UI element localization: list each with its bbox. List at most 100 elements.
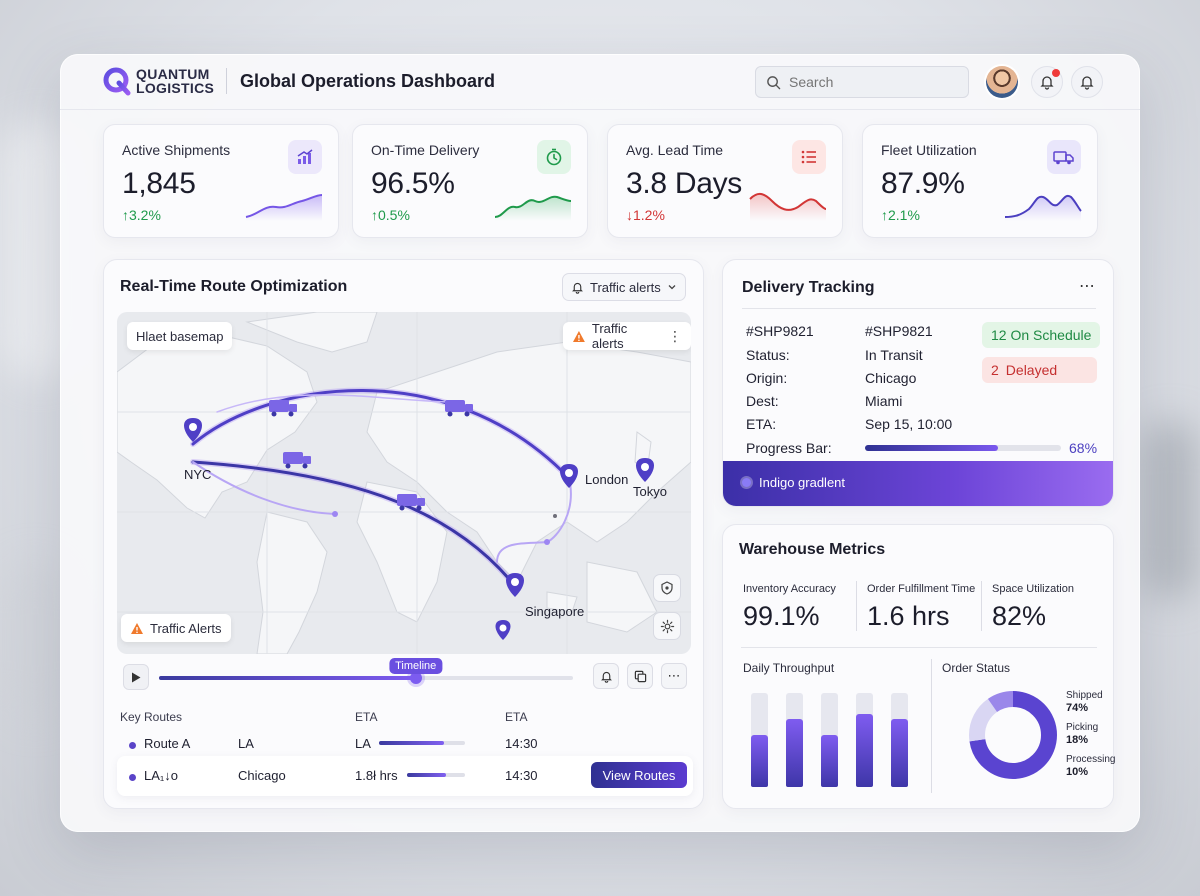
header-divider xyxy=(226,68,227,94)
more-horizontal-icon[interactable]: ⋯ xyxy=(1079,278,1095,295)
bell-icon xyxy=(1080,76,1094,90)
kpi-label: Avg. Lead Time xyxy=(626,142,724,158)
legend-label-processing: Processing xyxy=(1066,754,1116,765)
kpi-delta: ↓1.2% xyxy=(626,207,665,223)
kpi-value: 1,845 xyxy=(122,167,196,200)
delayed-count: 2 xyxy=(991,362,999,378)
bell-icon xyxy=(600,671,612,683)
throughput-bar[interactable] xyxy=(821,735,838,787)
map-canvas xyxy=(117,312,691,654)
sparkline xyxy=(749,193,827,221)
basemap-label: Hlaet basemap xyxy=(136,328,224,344)
traffic-alerts-chip[interactable]: Traffic Alerts xyxy=(121,614,231,642)
user-avatar[interactable] xyxy=(986,66,1018,98)
play-button[interactable] xyxy=(123,664,149,690)
donut-slice-picking[interactable] xyxy=(969,691,1057,779)
map-settings-button[interactable] xyxy=(653,612,681,640)
origin-label: Origin: xyxy=(746,370,788,386)
kpi-label: Active Shipments xyxy=(122,142,231,158)
kpi-card-avg-lead-time[interactable]: Avg. Lead Time 3.8 Days ↓1.2% xyxy=(607,124,843,238)
route-dot xyxy=(129,742,136,749)
delayed-badge[interactable]: 2 Delayed xyxy=(982,357,1097,383)
table-row[interactable]: LA₁↓o Chicago 1.8ł hrs 14:30 View Routes xyxy=(117,756,693,796)
notification-dot xyxy=(1052,69,1060,77)
map-layers-button[interactable] xyxy=(653,574,681,602)
throughput-bar[interactable] xyxy=(856,713,873,787)
traffic-alerts-dropdown[interactable]: Traffic alerts xyxy=(562,273,686,301)
map-traffic-alerts[interactable]: Traffic alerts ⋮ xyxy=(563,321,691,351)
divider xyxy=(931,659,932,793)
kpi-card-on-time-delivery[interactable]: On-Time Delivery 96.5% ↑0.5% xyxy=(352,124,588,238)
timeline-slider-thumb[interactable] xyxy=(409,672,422,684)
progress-label: Progress Bar: xyxy=(746,440,832,456)
panel-title: Warehouse Metrics xyxy=(739,541,886,558)
route-map[interactable]: Hlaet basemap Traffic alerts ⋮ Traffic A… xyxy=(117,312,691,654)
shipment-id-label: #SHP9821 xyxy=(746,323,814,339)
origin-value: Chicago xyxy=(865,370,917,386)
column-header-eta-2: ETA xyxy=(505,710,528,724)
donut-slice-processing[interactable] xyxy=(969,691,1057,779)
divider xyxy=(741,647,1097,648)
search-box[interactable] xyxy=(755,66,969,98)
timeline-slider-fill xyxy=(159,676,416,680)
warning-icon xyxy=(131,622,143,634)
basemap-toggle[interactable]: Hlaet basemap xyxy=(127,322,233,350)
status-value: In Transit xyxy=(865,347,923,363)
bell-icon xyxy=(572,282,583,294)
delivery-tracking-panel: Delivery Tracking ⋯ #SHP9821 #SHP9821 St… xyxy=(722,259,1114,507)
route-origin: Chicago xyxy=(238,768,286,783)
search-input[interactable] xyxy=(789,74,959,90)
divider xyxy=(742,308,1096,309)
on-schedule-badge[interactable]: 12 On Schedule xyxy=(982,322,1101,348)
notifications-button[interactable] xyxy=(1031,66,1063,98)
throughput-bar[interactable] xyxy=(751,735,768,787)
kpi-value: 3.8 Days xyxy=(626,167,742,200)
metric-label: Inventory Accuracy xyxy=(743,583,836,595)
legend-label-shipped: Shipped xyxy=(1066,690,1103,701)
kpi-value: 96.5% xyxy=(371,167,455,200)
table-row[interactable]: Route A LA LA 14:30 xyxy=(117,724,693,764)
kpi-card-fleet-utilization[interactable]: Fleet Utilization 87.9% ↑2.1% xyxy=(862,124,1098,238)
eta-label: ETA: xyxy=(746,416,777,432)
search-icon xyxy=(767,75,781,89)
city-label-singapore: Singapore xyxy=(525,604,585,619)
list-icon xyxy=(792,140,826,174)
chevron-down-icon xyxy=(668,285,676,290)
panel-title: Real-Time Route Optimization xyxy=(120,278,348,295)
more-options-button[interactable]: ⋯ xyxy=(661,663,687,689)
city-label-tokyo: Tokyo xyxy=(633,484,667,499)
kpi-card-active-shipments[interactable]: Active Shipments 1,845 ↑3.2% xyxy=(103,124,339,238)
stopwatch-icon xyxy=(537,140,571,174)
alerts-button[interactable] xyxy=(1071,66,1103,98)
throughput-bar[interactable] xyxy=(891,719,908,787)
delivery-progress-fill xyxy=(865,445,999,451)
play-icon xyxy=(132,672,141,682)
route-name: LA₁↓o xyxy=(144,768,179,783)
route-progress xyxy=(407,773,465,777)
footer-label: Indigo gradlent xyxy=(759,475,846,490)
route-name: Route A xyxy=(144,736,191,751)
bell-icon xyxy=(1040,76,1054,90)
route-optimization-panel: Real-Time Route Optimization Traffic ale… xyxy=(103,259,704,809)
route-eta: LA xyxy=(355,736,371,751)
timeline-slider[interactable]: Timeline xyxy=(159,658,573,684)
metric-label: Space Utilization xyxy=(992,583,1074,595)
kpi-value: 87.9% xyxy=(881,167,965,200)
copy-icon xyxy=(634,670,646,682)
view-routes-button[interactable]: View Routes xyxy=(591,762,687,788)
delayed-label: Delayed xyxy=(1005,362,1058,378)
status-label: Status: xyxy=(746,347,790,363)
sparkline xyxy=(494,195,572,221)
kpi-delta: ↑3.2% xyxy=(122,207,161,223)
copy-button[interactable] xyxy=(627,663,653,689)
route-eta-time: 14:30 xyxy=(505,768,538,783)
eta-value: Sep 15, 10:00 xyxy=(865,416,953,432)
alert-bell-button[interactable] xyxy=(593,663,619,689)
chart-up-icon xyxy=(288,140,322,174)
more-vertical-icon[interactable]: ⋮ xyxy=(668,327,682,344)
throughput-bar[interactable] xyxy=(786,719,803,787)
logo-line-1: QUANTUM xyxy=(136,66,210,82)
indicator-dot xyxy=(742,478,751,487)
metric-value: 1.6 hrs xyxy=(867,601,950,631)
map-alerts-label: Traffic alerts xyxy=(591,321,628,351)
